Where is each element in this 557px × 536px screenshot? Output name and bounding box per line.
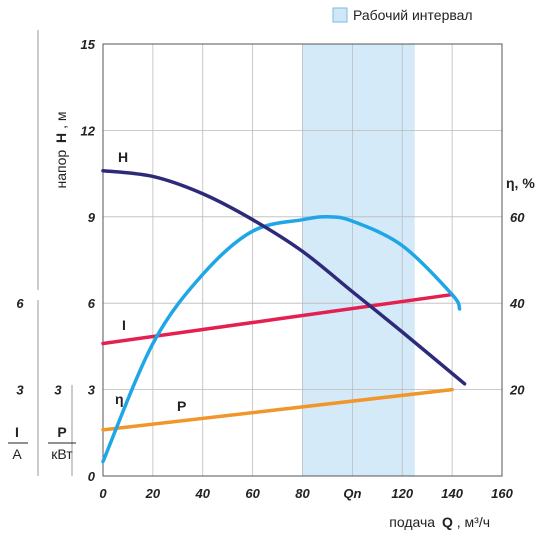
curve-eta <box>101 215 462 464</box>
x-tick-label: 140 <box>441 486 463 501</box>
current-power-tick-labels: 3 6 3 <box>16 296 62 397</box>
y2-tick-label: 40 <box>509 296 525 311</box>
current-tick-label: 6 <box>16 296 24 311</box>
curve-p <box>101 387 454 432</box>
y-tick-labels: 0 3 6 9 12 15 <box>81 37 96 484</box>
x-tick-label: 40 <box>195 486 211 501</box>
y-tick-label: 12 <box>81 123 96 138</box>
x-axis-label: подача Q , м³/ч <box>389 514 490 530</box>
x-tick-labels: 0 20 40 60 80 Qn 120 140 160 <box>99 486 513 501</box>
grid <box>103 44 502 476</box>
curve-label-i: I <box>122 317 126 333</box>
power-tick-label: 3 <box>54 383 62 398</box>
x-tick-label: 20 <box>145 486 161 501</box>
x-tick-label: 160 <box>491 486 513 501</box>
y2-tick-label: 20 <box>509 383 525 398</box>
curve-h <box>101 168 467 386</box>
curve-label-eta: η <box>115 391 124 407</box>
x-tick-label: 60 <box>245 486 260 501</box>
curves <box>101 168 467 464</box>
working-interval-band <box>302 44 415 476</box>
legend-label: Рабочий интервал <box>353 7 473 23</box>
y2-tick-label: 60 <box>510 210 525 225</box>
legend-swatch <box>332 7 348 23</box>
power-symbol: P <box>57 424 66 440</box>
x-tick-label: 0 <box>99 486 107 501</box>
x-tick-label: 80 <box>295 486 310 501</box>
y-tick-label: 6 <box>88 296 96 311</box>
y-tick-label: 9 <box>88 210 96 225</box>
y-tick-label: 3 <box>88 383 96 398</box>
x-tick-label: Qn <box>343 486 361 501</box>
current-symbol: I <box>15 424 19 440</box>
x-tick-label: 120 <box>391 486 413 501</box>
power-unit: кВт <box>51 446 73 462</box>
y-tick-label: 0 <box>88 469 96 484</box>
curve-label-h: H <box>118 149 128 165</box>
curve-i <box>101 292 454 346</box>
current-unit: A <box>12 446 22 462</box>
current-tick-label: 3 <box>16 383 24 398</box>
y2-tick-labels: 20 40 60 <box>509 210 525 398</box>
y-tick-label: 15 <box>81 37 96 52</box>
head-axis-label: напор H , м <box>53 112 69 189</box>
curve-label-p: P <box>177 398 186 414</box>
plot-frame <box>102 43 503 477</box>
efficiency-axis-label: η, % <box>506 175 535 191</box>
